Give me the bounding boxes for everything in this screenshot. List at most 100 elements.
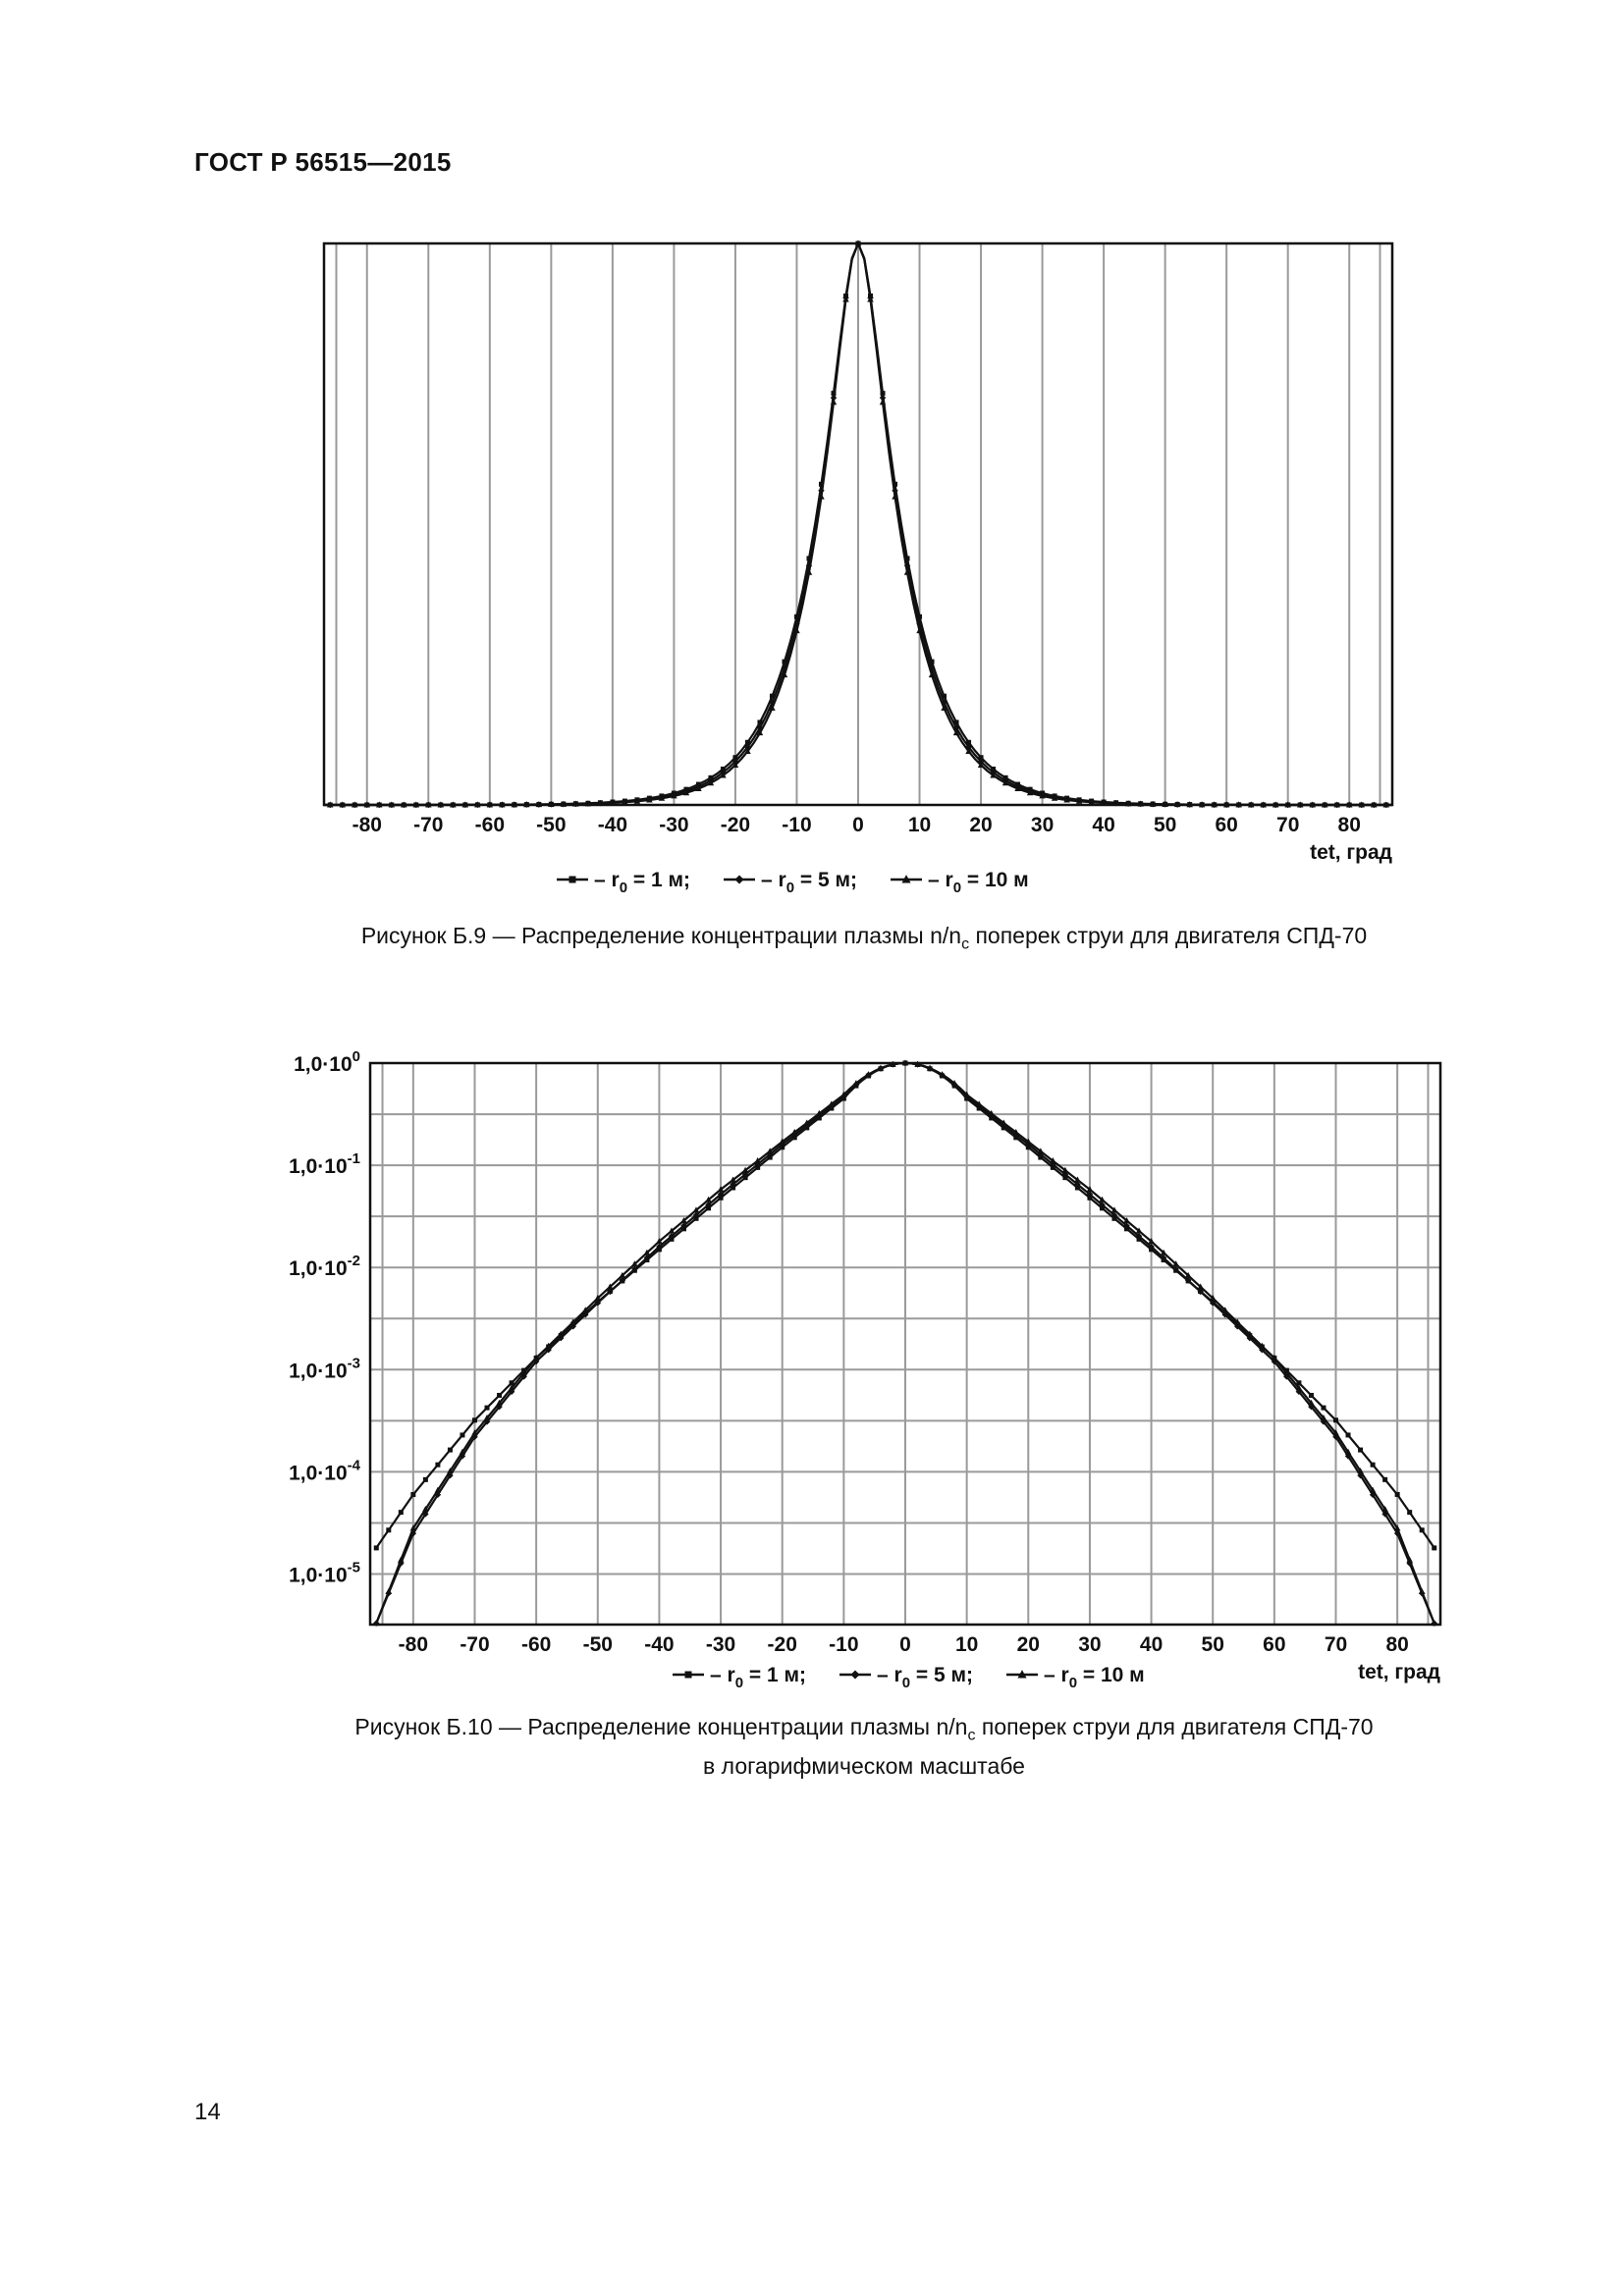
data-point [1162, 801, 1168, 808]
data-point [929, 659, 935, 665]
data-point [1186, 801, 1193, 808]
legend-label-3: – r0 = 10 м [928, 869, 1029, 896]
data-point [731, 762, 739, 769]
data-point [1172, 1265, 1179, 1273]
data-point [643, 1249, 651, 1255]
data-point [793, 614, 799, 619]
data-point [1419, 1527, 1425, 1533]
legend-marker-triangle [1017, 1670, 1027, 1679]
data-point [1321, 801, 1328, 808]
data-point [975, 1100, 983, 1107]
data-point [1406, 1556, 1413, 1563]
y-tick-label: 1,0·10-5 [289, 1559, 360, 1586]
x-tick-label: -80 [399, 1633, 428, 1656]
data-point [373, 1545, 379, 1551]
x-tick-label: 50 [1154, 814, 1176, 836]
x-tick-label: 40 [1140, 1633, 1163, 1656]
x-tick-label: 70 [1325, 1633, 1347, 1656]
data-point [594, 1295, 602, 1302]
data-point [496, 1399, 503, 1406]
data-point [1197, 1283, 1204, 1290]
data-point [766, 1148, 774, 1154]
caption-b10-subscript: c [967, 1727, 976, 1744]
caption-b10-part2: поперек струи для двигателя СПД-70 [975, 1714, 1374, 1739]
series-triangle [324, 240, 1392, 808]
data-point [1014, 784, 1021, 791]
data-point [607, 1283, 614, 1290]
y-tick-label: 1,0·10-1 [289, 1150, 360, 1178]
data-point [744, 747, 751, 754]
data-point [1001, 779, 1009, 786]
data-point [459, 1448, 466, 1455]
data-point [991, 766, 997, 772]
data-point [607, 1288, 614, 1296]
x-tick-label: -30 [659, 814, 688, 836]
data-point [840, 1091, 847, 1097]
data-point [1026, 789, 1034, 796]
data-point [548, 801, 555, 808]
data-point [917, 614, 923, 619]
data-point [388, 801, 396, 808]
data-point [1345, 801, 1353, 808]
data-point [1308, 1392, 1314, 1398]
data-point [769, 693, 775, 699]
data-point [1333, 1417, 1339, 1423]
data-point [1418, 1587, 1426, 1594]
chart-linear: -80 -70 -60 -50 -40 -30 -20 -10 0 10 20 30 40 50 60 70 8… [322, 240, 1394, 896]
x-tick-label: 30 [1078, 1633, 1101, 1656]
data-point [484, 1405, 490, 1411]
legend-marker-triangle [901, 875, 911, 883]
data-point [977, 762, 985, 769]
data-point [327, 801, 334, 808]
data-point [1260, 801, 1267, 808]
data-point [425, 801, 432, 808]
data-point [609, 799, 617, 806]
data-point [941, 704, 947, 711]
data-point [1172, 1260, 1179, 1267]
data-point [1051, 794, 1058, 801]
data-point [339, 801, 347, 808]
data-point [782, 659, 787, 665]
y-tick-labels: 1,0·100 1,0·10-1 1,0·10-2 1,0·10-3 1,0·10-4 1… [289, 1048, 361, 1586]
data-point [1320, 1415, 1327, 1421]
x-axis-label: tet, град [1358, 1661, 1440, 1683]
data-point [854, 240, 862, 246]
data-point [646, 796, 653, 803]
x-tick-label: -70 [460, 1633, 489, 1656]
x-tick-label: 70 [1276, 814, 1299, 836]
data-point [1370, 801, 1378, 808]
x-tick-label: 60 [1215, 814, 1237, 836]
data-point [890, 1060, 896, 1067]
data-point [682, 789, 690, 796]
data-point [720, 772, 727, 778]
data-point [1259, 1342, 1266, 1349]
legend: – r0 = 1 м; – r0 = 5 м; – r0 = 10 м [557, 869, 1029, 896]
data-point [1184, 1271, 1192, 1278]
data-point [830, 399, 838, 405]
data-point [1284, 801, 1291, 808]
legend-label-2: – r0 = 5 м; [877, 1664, 973, 1691]
data-point [471, 1417, 477, 1423]
x-tick-label: -80 [352, 814, 382, 836]
data-point [422, 1506, 429, 1513]
data-point [523, 801, 530, 808]
data-point [988, 1109, 995, 1116]
data-point [1123, 1222, 1130, 1229]
data-point [572, 800, 579, 807]
data-point [990, 772, 997, 778]
data-point [619, 1277, 626, 1284]
data-point [1382, 1476, 1388, 1482]
data-point [1184, 1277, 1192, 1284]
data-point [1309, 801, 1316, 808]
data-point [557, 1330, 565, 1337]
legend-marker-diamond [734, 875, 744, 884]
x-tick-label: 80 [1338, 814, 1361, 836]
data-point [805, 568, 813, 575]
data-point [928, 671, 936, 678]
data-point [901, 1059, 909, 1066]
data-point [631, 1265, 638, 1273]
data-point [1160, 1249, 1167, 1255]
data-point [692, 1211, 700, 1219]
data-point [1369, 1486, 1377, 1493]
grid-lines [370, 1062, 1440, 1625]
